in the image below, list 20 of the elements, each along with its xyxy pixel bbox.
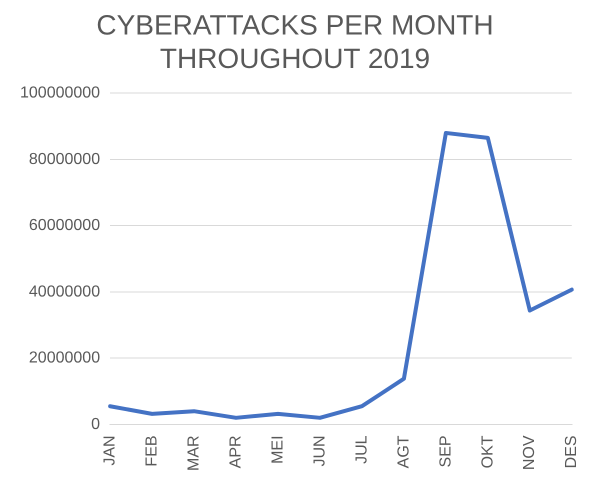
y-tick-label: 100000000 <box>20 84 100 102</box>
x-tick-label: JUN <box>311 435 328 467</box>
y-tick-label: 40000000 <box>28 283 100 300</box>
x-tick-label: OKT <box>479 435 496 468</box>
x-tick-label: NOV <box>521 435 538 470</box>
y-tick-label: 60000000 <box>28 217 100 234</box>
x-tick-label: MAR <box>185 435 202 472</box>
x-tick-label: MEI <box>269 435 286 464</box>
y-tick-label: 80000000 <box>28 150 100 168</box>
x-tick-label: JAN <box>101 435 118 466</box>
x-tick-label: APR <box>227 435 244 468</box>
y-tick-label: 20000000 <box>28 350 100 367</box>
x-tick-label: JUL <box>353 435 370 464</box>
x-tick-label: AGT <box>395 435 412 468</box>
x-tick-label: DES <box>563 435 580 468</box>
x-tick-label: SEP <box>437 435 454 468</box>
text: THROUGHOUT 2019 <box>160 43 430 74</box>
text: CYBERATTACKS PER MONTH <box>96 10 494 41</box>
x-tick-label: FEB <box>143 435 160 467</box>
y-tick-label: 0 <box>91 416 100 433</box>
